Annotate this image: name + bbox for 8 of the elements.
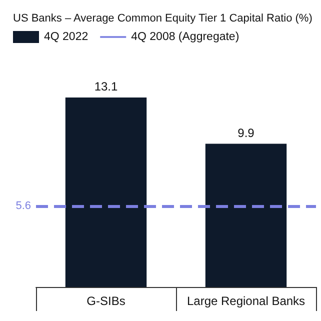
x-tick-label: Large Regional Banks [186, 294, 306, 308]
chart-title: US Banks – Average Common Equity Tier 1 Capital Ratio (%) [13, 12, 312, 24]
data-label: 13.1 [94, 79, 118, 94]
legend-label: 4Q 2022 [44, 31, 88, 43]
text: 5.6 [16, 200, 31, 212]
data-label: 9.9 [238, 126, 255, 140]
x-tick-label: G-SIBs [86, 294, 126, 308]
legend-label: 4Q 2008 (Aggregate) [131, 31, 240, 43]
